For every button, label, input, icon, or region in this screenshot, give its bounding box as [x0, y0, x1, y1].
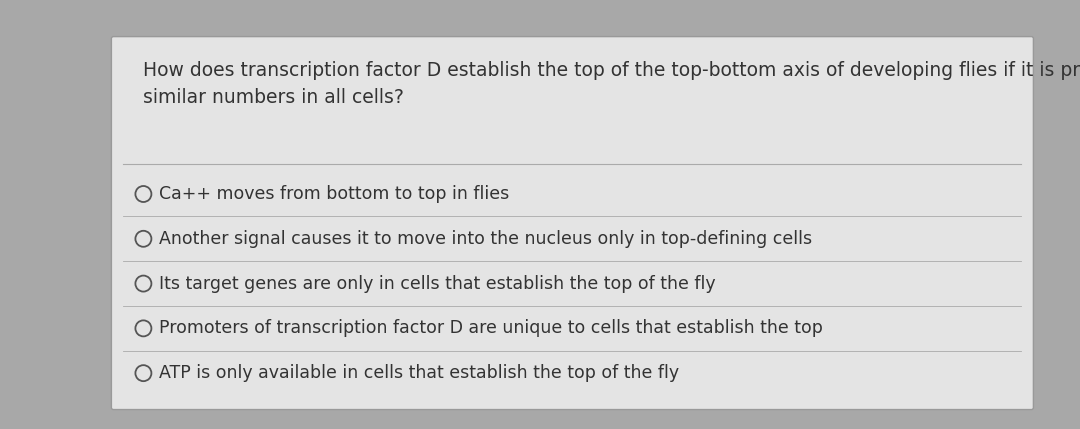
Text: Another signal causes it to move into the nucleus only in top-defining cells: Another signal causes it to move into th…	[160, 230, 812, 248]
Text: Promoters of transcription factor D are unique to cells that establish the top: Promoters of transcription factor D are …	[160, 319, 823, 337]
Text: Ca++ moves from bottom to top in flies: Ca++ moves from bottom to top in flies	[160, 185, 510, 203]
Text: Its target genes are only in cells that establish the top of the fly: Its target genes are only in cells that …	[160, 275, 716, 293]
Text: ATP is only available in cells that establish the top of the fly: ATP is only available in cells that esta…	[160, 364, 679, 382]
FancyBboxPatch shape	[111, 36, 1034, 410]
Text: How does transcription factor D establish the top of the top-bottom axis of deve: How does transcription factor D establis…	[144, 60, 1080, 107]
